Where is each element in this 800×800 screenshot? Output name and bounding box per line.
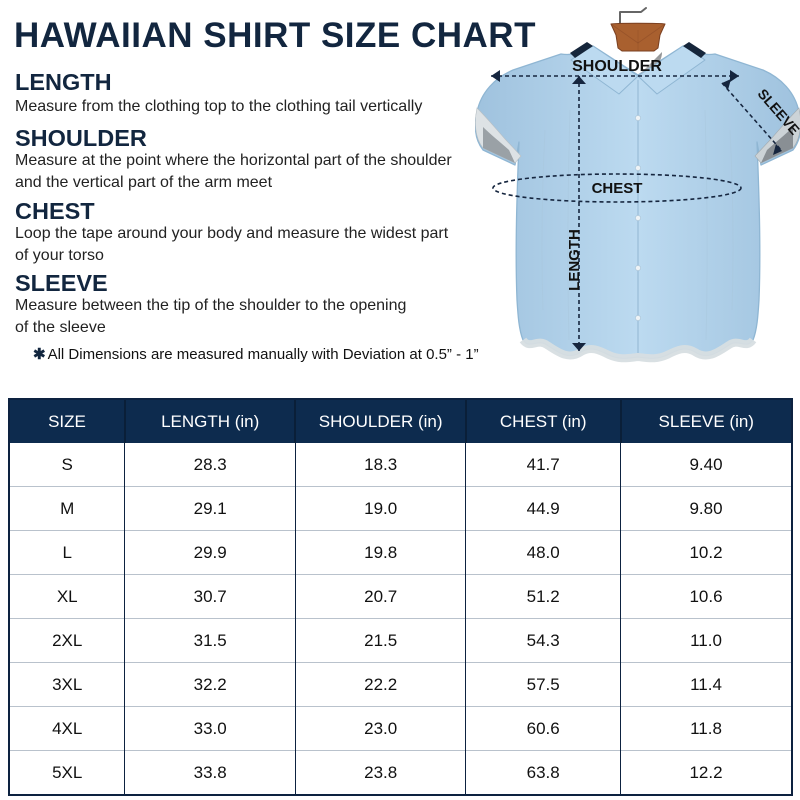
svg-text:CHEST: CHEST (592, 180, 643, 197)
svg-text:SHOULDER: SHOULDER (572, 58, 662, 75)
svg-text:LENGTH: LENGTH (566, 229, 583, 291)
